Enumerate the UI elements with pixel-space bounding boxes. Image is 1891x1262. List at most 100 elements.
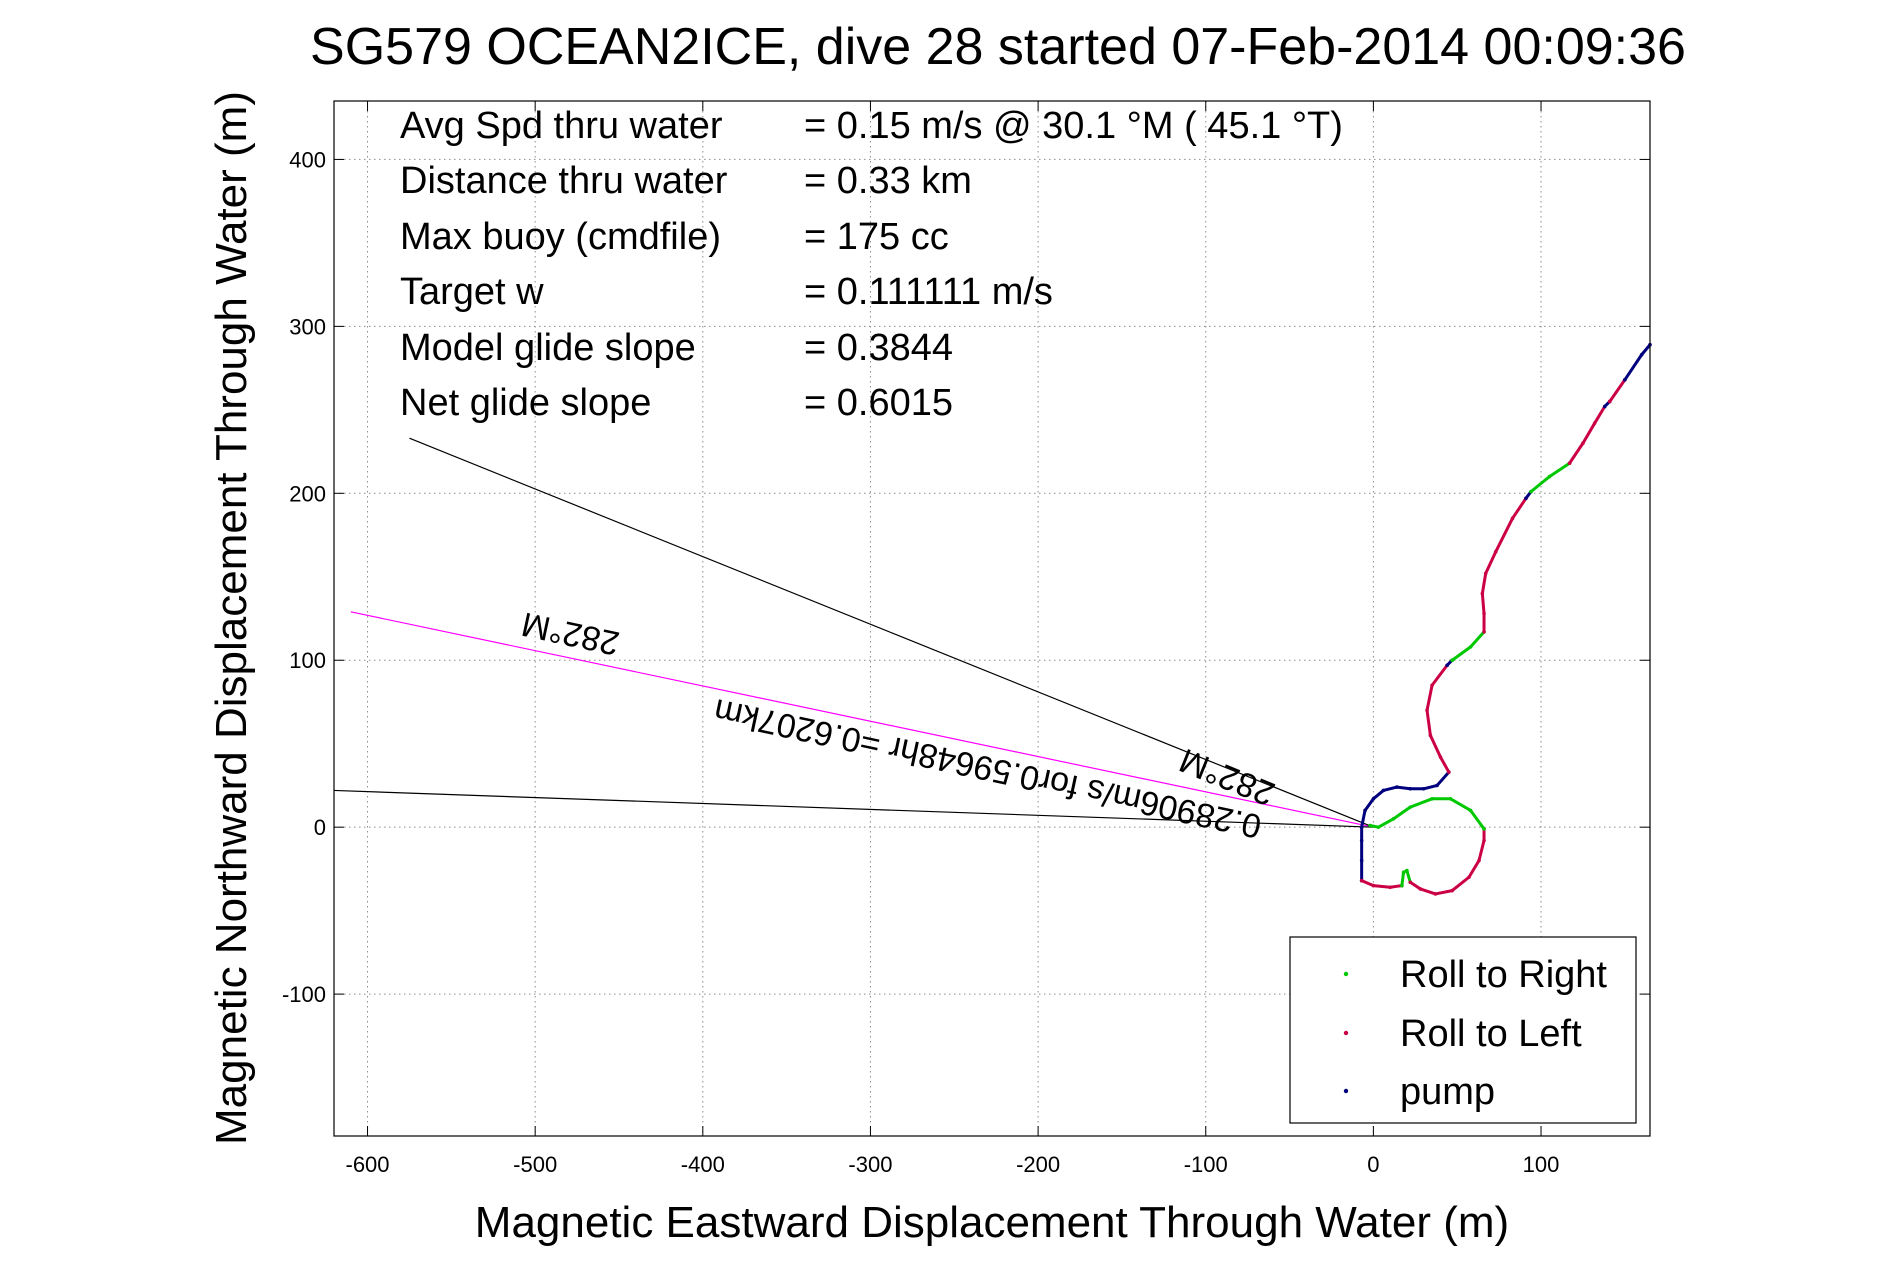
- y-tick-label: 300: [289, 314, 326, 339]
- legend-marker-roll-left: [1343, 1030, 1349, 1036]
- series-point-roll-to-left: [1607, 399, 1612, 404]
- series-point-roll-to-right: [1368, 823, 1372, 828]
- series-point-roll-to-right: [1450, 658, 1454, 663]
- info-label-model-glide: Model glide slope: [400, 327, 696, 369]
- series-line-roll-to-left: [1360, 879, 1404, 889]
- series-point-roll-to-left: [1371, 883, 1376, 888]
- series-point-roll-to-left: [1567, 461, 1572, 466]
- legend-label-roll-left: Roll to Left: [1400, 1013, 1582, 1055]
- series-point-pump: [1359, 825, 1364, 829]
- x-tick-label: -600: [346, 1152, 390, 1177]
- x-tick-label: -100: [1184, 1152, 1228, 1177]
- series-point-pump: [1445, 663, 1449, 668]
- legend-label-pump: pump: [1400, 1071, 1495, 1113]
- series-line-roll-to-left: [1408, 827, 1486, 896]
- info-label-net-glide: Net glide slope: [400, 382, 651, 424]
- y-tick-label: -100: [282, 982, 326, 1007]
- series-point-pump: [1359, 858, 1364, 863]
- series-point-roll-to-right: [1430, 796, 1434, 801]
- x-tick-label: -300: [848, 1152, 892, 1177]
- series-point-roll-to-left: [1482, 838, 1486, 843]
- y-axis-label: Magnetic Northward Displacement Through …: [207, 91, 256, 1145]
- series-point-roll-to-right: [1401, 870, 1406, 875]
- legend-marker-pump: [1343, 1088, 1349, 1094]
- y-tick-label: 0: [314, 815, 326, 840]
- series-point-roll-to-left: [1581, 441, 1585, 446]
- info-label-max-buoy: Max buoy (cmdfile): [400, 216, 721, 258]
- series-point-roll-to-right: [1547, 474, 1552, 479]
- series-line-roll-to-left: [1568, 404, 1607, 465]
- info-value-model-glide: = 0.3844: [804, 327, 953, 369]
- series-point-roll-to-left: [1592, 421, 1597, 425]
- heading-annotation-upper: 282°M: [518, 604, 622, 662]
- series-point-roll-to-left: [1450, 888, 1454, 893]
- series-point-pump: [1371, 796, 1376, 801]
- series-point-pump: [1363, 808, 1367, 813]
- y-tick-label: 400: [289, 147, 326, 172]
- y-tick-label: 200: [289, 481, 326, 506]
- series-point-roll-to-left: [1467, 875, 1471, 880]
- info-block: Avg Spd thru water = 0.15 m/s @ 30.1 °M …: [400, 105, 1343, 424]
- info-value-max-buoy: = 175 cc: [804, 216, 949, 258]
- series-point-pump: [1381, 788, 1386, 793]
- series-point-roll-to-right: [1405, 868, 1409, 873]
- series-point-roll-to-left: [1418, 887, 1423, 891]
- info-label-distance: Distance thru water: [400, 160, 728, 202]
- y-tick-label: 100: [289, 648, 326, 673]
- legend-marker-roll-right: [1343, 971, 1349, 977]
- series-line-pump: [1623, 343, 1652, 382]
- series-point-pump: [1421, 786, 1426, 791]
- series-point-roll-to-left: [1425, 708, 1429, 713]
- series-point-roll-to-left: [1477, 858, 1481, 863]
- series-point-roll-to-left: [1480, 591, 1485, 596]
- series-line-roll-to-left: [1608, 378, 1627, 403]
- series-point-pump: [1623, 377, 1627, 382]
- x-axis-label: Magnetic Eastward Displacement Through W…: [475, 1198, 1509, 1247]
- plot-area-frame: [333, 100, 1651, 1137]
- series-point-pump: [1639, 352, 1644, 357]
- series-point-roll-to-left: [1510, 516, 1515, 521]
- series-point-roll-to-left: [1430, 683, 1434, 688]
- series-point-roll-to-left: [1482, 630, 1486, 634]
- x-tick-label: -400: [681, 1152, 725, 1177]
- series-point-roll-to-left: [1493, 549, 1498, 554]
- series-point-roll-to-right: [1408, 805, 1413, 809]
- series-point-roll-to-right: [1391, 817, 1396, 821]
- series-point-pump: [1602, 404, 1607, 409]
- series-point-roll-to-right: [1529, 489, 1533, 494]
- x-tick-label: -500: [513, 1152, 557, 1177]
- info-value-distance: = 0.33 km: [804, 160, 972, 202]
- series-point-roll-to-left: [1438, 755, 1443, 759]
- info-value-target-w: = 0.111111 m/s: [804, 271, 1053, 313]
- series-line-roll-to-right: [1400, 869, 1412, 888]
- trajectory-series: [1359, 342, 1652, 896]
- x-tick-label: 100: [1523, 1152, 1560, 1177]
- series-point-roll-to-right: [1482, 827, 1486, 831]
- series-point-roll-to-right: [1400, 883, 1404, 888]
- axis-ticks: -600 -500 -400 -300 -200 -100 0 100 -100 0 100 200 3…: [282, 101, 1650, 1177]
- reference-lines: [333, 437, 1374, 828]
- series-line-roll-to-left: [1480, 496, 1528, 634]
- series-point-roll-to-left: [1428, 733, 1433, 738]
- series-point-pump: [1359, 838, 1364, 843]
- series-line-roll-to-right: [1368, 797, 1486, 831]
- series-point-roll-to-right: [1376, 825, 1381, 829]
- legend-label-roll-right: Roll to Right: [1400, 954, 1607, 996]
- series-point-roll-to-left: [1433, 892, 1438, 896]
- series-point-roll-to-left: [1408, 880, 1413, 885]
- series-point-roll-to-left: [1483, 571, 1488, 576]
- current-line: [350, 611, 1374, 828]
- series-point-roll-to-left: [1388, 885, 1392, 890]
- series-point-roll-to-right: [1468, 808, 1473, 813]
- series-line-roll-to-right: [1450, 630, 1486, 662]
- series-point-roll-to-right: [1448, 796, 1453, 801]
- series-point-roll-to-left: [1482, 611, 1486, 616]
- series-point-pump: [1408, 786, 1413, 791]
- x-tick-label: -200: [1016, 1152, 1060, 1177]
- series-point-roll-to-right: [1468, 645, 1473, 649]
- series-point-pump: [1395, 785, 1399, 789]
- info-value-net-glide: = 0.6015: [804, 382, 953, 424]
- heading-upper-line: [409, 437, 1374, 828]
- series-point-pump: [1524, 496, 1528, 501]
